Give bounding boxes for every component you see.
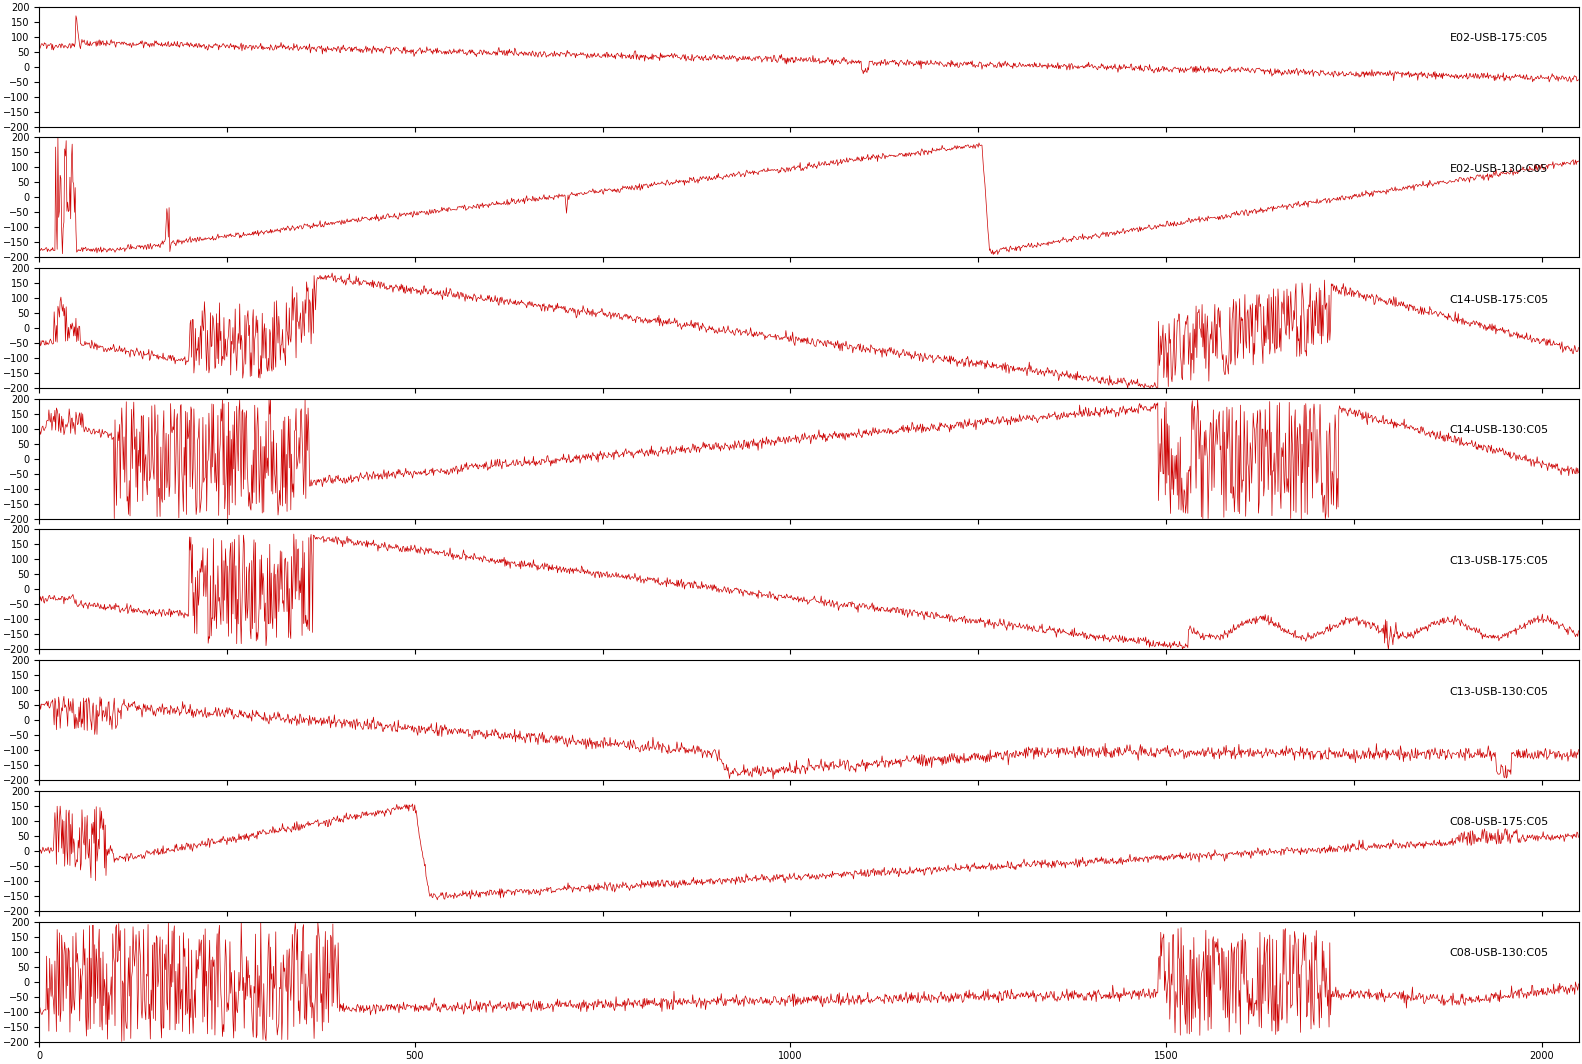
Text: E02-USB-175:C05: E02-USB-175:C05 <box>1451 33 1549 44</box>
Text: C08-USB-175:C05: C08-USB-175:C05 <box>1449 817 1549 827</box>
Text: C14-USB-175:C05: C14-USB-175:C05 <box>1449 295 1549 304</box>
Text: C14-USB-130:C05: C14-USB-130:C05 <box>1449 426 1549 435</box>
Text: C08-USB-130:C05: C08-USB-130:C05 <box>1449 948 1549 958</box>
Text: C13-USB-130:C05: C13-USB-130:C05 <box>1449 686 1549 697</box>
Text: C13-USB-175:C05: C13-USB-175:C05 <box>1449 555 1549 566</box>
Text: E02-USB-130:C05: E02-USB-130:C05 <box>1451 164 1549 173</box>
